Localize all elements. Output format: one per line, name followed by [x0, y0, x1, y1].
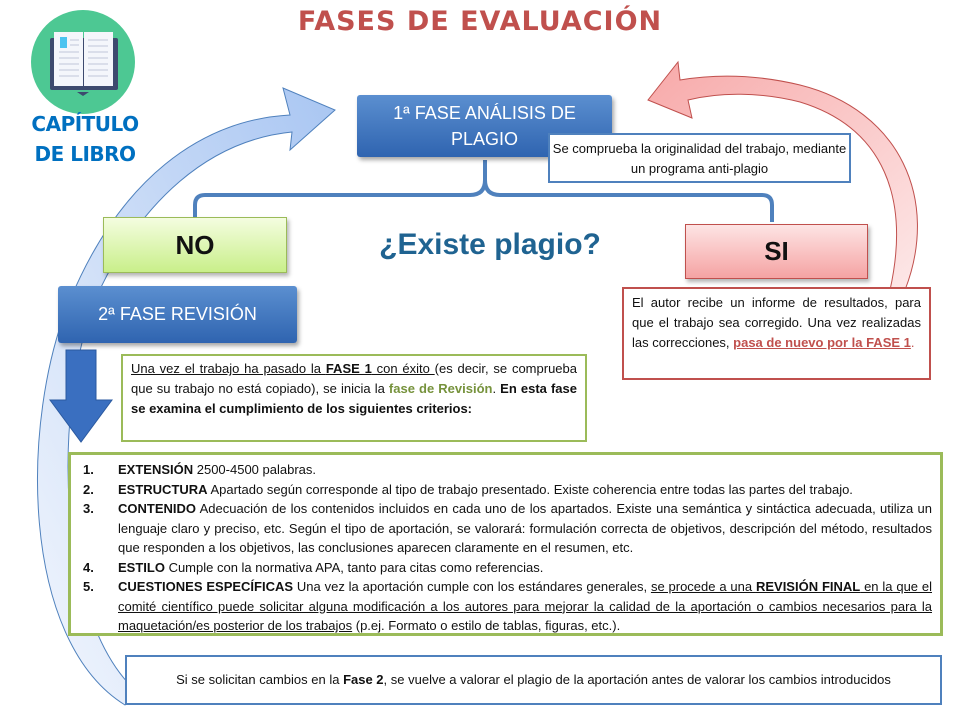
- decision-bracket: [193, 160, 774, 222]
- criteria-item: 5. CUESTIONES ESPECÍFICAS Una vez la apor…: [83, 577, 932, 636]
- logo-text-line2: DE LIBRO: [34, 142, 136, 166]
- criteria-number: 2.: [83, 481, 94, 497]
- t: con éxito: [371, 361, 435, 376]
- criteria-body: 2500-4500 palabras.: [193, 462, 316, 477]
- criteria-head: ESTILO: [118, 559, 165, 575]
- criteria-head: ESTRUCTURA: [118, 481, 208, 497]
- t: (p.ej. Formato o estilo de tablas, figur…: [352, 618, 621, 633]
- logo-text-line1: CAPÍTULO: [31, 112, 139, 136]
- criteria-body: Cumple con la normativa APA, tanto para …: [164, 559, 544, 575]
- t: FASE 1: [326, 361, 372, 376]
- t: fase de Revisión: [388, 381, 493, 396]
- phase1-note: Se comprueba la originalidad del trabajo…: [548, 133, 851, 183]
- question-text: ¿Existe plagio?: [379, 228, 601, 261]
- criteria-number: 4.: [83, 559, 94, 575]
- criteria-item: 3. CONTENIDO Adecuación de los contenidos…: [83, 499, 932, 558]
- criteria-items: 1. EXTENSIÓN 2500-4500 palabras. 2. ESTRUCT…: [83, 460, 932, 636]
- si-box: SI: [685, 224, 868, 279]
- t: FASE 1: [325, 361, 372, 376]
- criteria-item: 2. ESTRUCTURA Apartado según corresponde …: [83, 480, 932, 500]
- criteria-head: CONTENIDO: [118, 501, 196, 516]
- down-arrow: [49, 349, 113, 443]
- criteria-list: 1. EXTENSIÓN 2500-4500 palabras. 2. ESTRUCT…: [68, 452, 943, 636]
- criteria-body: Una vez la aportación cumple con los est…: [293, 579, 651, 594]
- criteria-item: 4. ESTILO Cumple con la normativa APA, ta…: [83, 558, 932, 578]
- criteria-body: Adecuación de los contenidos incluidos e…: [118, 501, 932, 555]
- no-box: NO: [103, 217, 287, 273]
- phase1-box: 1ª FASE ANÁLISIS DE PLAGIO: [357, 95, 612, 157]
- criteria-item: 1. EXTENSIÓN 2500-4500 palabras.: [83, 460, 932, 480]
- t: se procede a una: [650, 579, 756, 594]
- return-to-phase1-arrow: [647, 60, 918, 291]
- t: (es decir, se comprueba que su trabajo n…: [131, 361, 577, 396]
- phase2-box: 2ª FASE REVISIÓN: [58, 286, 297, 343]
- criteria-text: CUESTIONES ESPECÍFICAS Una vez la aporta…: [118, 577, 932, 636]
- t: Si se solicitan cambios en la: [176, 672, 344, 687]
- criteria-head: CUESTIONES ESPECÍFICAS: [118, 579, 294, 594]
- page-title: FASES DE EVALUACIÓN: [297, 6, 663, 37]
- t: Fase 2: [343, 672, 384, 687]
- criteria-number: 3.: [83, 501, 94, 516]
- criteria-text: CONTENIDO Adecuación de los contenidos i…: [118, 499, 932, 558]
- criteria-body: Apartado según corresponde al tipo de tr…: [207, 481, 853, 497]
- t: Si se solicitan cambios en la Fase 2, se…: [176, 670, 891, 690]
- criteria-number: 5.: [83, 579, 94, 594]
- si-note-end: .: [910, 335, 915, 350]
- t: En esta fase se examina el cumplimiento …: [131, 381, 577, 416]
- t: , se vuelve a valorar el plagio de la ap…: [383, 672, 891, 687]
- open-book-icon: [50, 32, 118, 96]
- criteria-head: EXTENSIÓN: [118, 462, 194, 477]
- si-note: El autor recibe un informe de resultados…: [622, 287, 931, 380]
- criteria-text: ESTILO Cumple con la normativa APA, tant…: [118, 558, 543, 578]
- criteria-text: EXTENSIÓN 2500-4500 palabras.: [118, 460, 316, 480]
- criteria-text: ESTRUCTURA Apartado según corresponde al…: [118, 480, 853, 500]
- bottom-note: Si se solicitan cambios en la Fase 2, se…: [125, 655, 942, 705]
- si-note-text: El autor recibe un informe de resultados…: [632, 295, 921, 350]
- t: REVISIÓN FINAL: [755, 579, 861, 594]
- criteria-number: 1.: [83, 462, 94, 477]
- t: .: [492, 381, 501, 396]
- t: REVISIÓN FINAL: [756, 579, 860, 594]
- t: Una vez el trabajo ha pasado la: [131, 361, 326, 376]
- phase2-note: Una vez el trabajo ha pasado la FASE 1 c…: [121, 354, 587, 442]
- t: en la que el comité científico puede sol…: [118, 579, 932, 633]
- si-note-link: pasa de nuevo por la FASE 1: [733, 335, 911, 350]
